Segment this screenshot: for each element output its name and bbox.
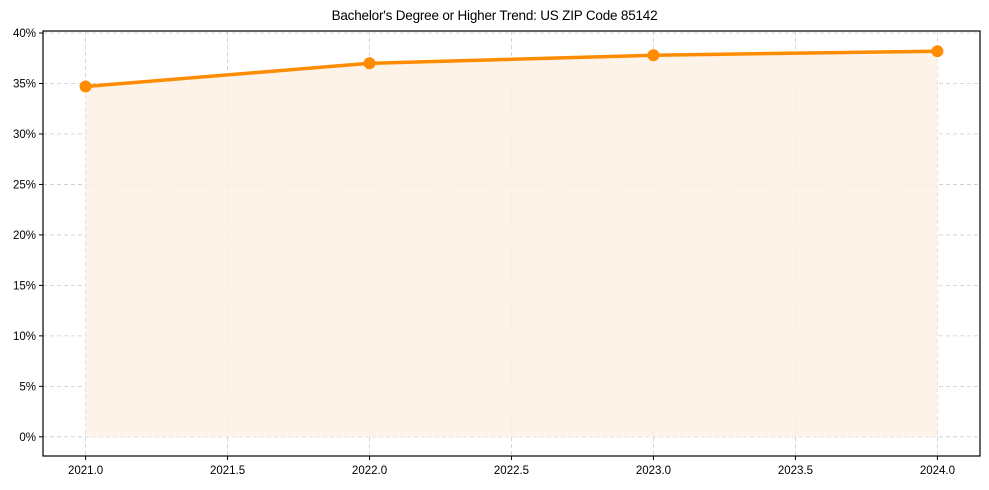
data-line [85, 49, 938, 89]
x-tick-label: 2022.0 [352, 465, 387, 477]
y-tick-label: 15% [13, 280, 36, 292]
data-point [79, 80, 92, 93]
y-tick-label: 5% [19, 381, 36, 393]
data-point [647, 49, 660, 62]
x-axis: 2021.0 2021.5 2022.0 2022.5 2023.0 2023.5 2024… [68, 456, 955, 477]
chart-title: Bachelor's Degree or Higher Trend: US ZI… [331, 8, 658, 23]
y-tick-label: 30% [13, 129, 36, 141]
x-tick-label: 2023.0 [636, 465, 671, 477]
y-tick-label: 0% [19, 432, 36, 444]
data-markers [79, 45, 944, 93]
data-point [363, 57, 376, 70]
y-tick-label: 10% [13, 331, 36, 343]
x-tick-label: 2021.5 [210, 465, 245, 477]
x-tick-label: 2024.0 [920, 465, 955, 477]
data-point [931, 45, 944, 58]
y-tick-label: 35% [13, 78, 36, 90]
y-tick-label: 25% [13, 179, 36, 191]
y-axis: 0% 5% 10% 15% 20% 25% 30% 35% 40% [13, 28, 43, 444]
x-tick-label: 2022.5 [494, 465, 529, 477]
x-tick-label: 2023.5 [778, 465, 813, 477]
y-tick-label: 40% [13, 28, 36, 40]
y-tick-label: 20% [13, 230, 36, 242]
area-fill [85, 51, 938, 437]
x-tick-label: 2021.0 [68, 465, 103, 477]
